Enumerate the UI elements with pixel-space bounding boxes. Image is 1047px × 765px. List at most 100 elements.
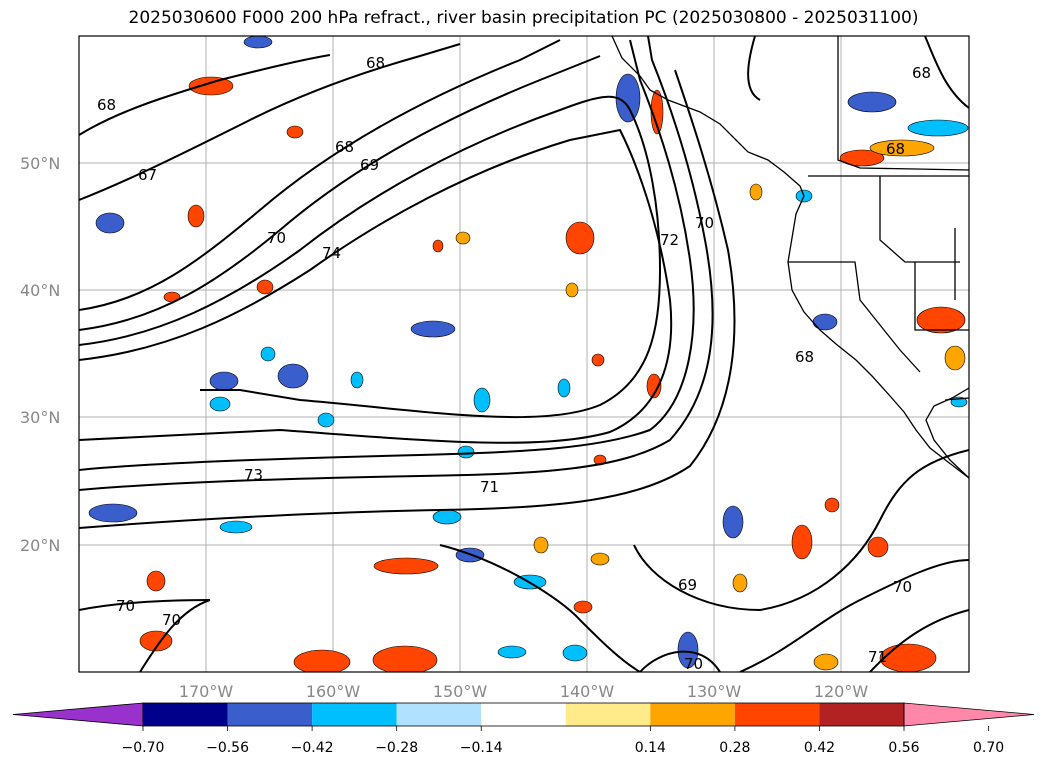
lon-label: 140°W [560,682,615,701]
colorbar-tick-label: −0.70 [122,740,165,756]
precip-anomalies [88,36,969,672]
contour-label: 68 [366,54,385,72]
lon-label: 130°W [687,682,742,701]
contour-label: 68 [912,64,931,82]
precip-negative-blob [615,73,641,123]
colorbar-extend-high [903,702,1035,727]
colorbar-extend-low [12,702,144,727]
precip-positive-blob [732,573,748,593]
lat-label: 40°N [20,281,60,300]
coastline [611,36,969,479]
precip-negative-blob [677,631,699,669]
precip-negative-blob [277,363,309,389]
precip-positive-blob [432,239,444,253]
precip-positive-blob [372,645,438,672]
map-title: 2025030600 F000 200 hPa refract., river … [128,8,919,28]
precip-negative-blob [243,36,273,49]
colorbar-segment [650,703,735,726]
contour-label: 68 [795,348,814,366]
map-content: 68 67 68 69 70 74 72 70 68 68 73 71 69 7… [79,36,969,673]
precip-negative-blob [847,91,897,113]
colorbar-tick-label: −0.42 [291,740,334,756]
precip-negative-blob [812,313,838,331]
precip-positive-blob [590,552,610,566]
colorbar-tick-label: −0.56 [206,740,249,756]
lat-label: 20°N [20,536,60,555]
latitude-labels: 50°N 40°N 30°N 20°N [20,154,60,555]
precip-negative-blob [219,520,253,534]
colorbar-tick-label: −0.14 [460,740,503,756]
precip-negative-blob [317,412,335,428]
contour-label: 70 [116,597,135,615]
contour-label: 70 [267,229,286,247]
precip-positive-blob [944,345,966,371]
colorbar-segment [819,703,904,726]
precip-negative-blob [95,212,125,234]
precip-positive-blob [813,653,839,671]
precip-negative-blob [557,378,571,398]
contour-label: 73 [244,466,263,484]
contour-label: 72 [660,231,679,249]
precip-positive-blob [565,221,595,255]
precip-positive-blob [791,524,813,560]
contour-label: 71 [868,648,887,666]
precip-negative-blob [432,509,462,525]
contour-label: 68 [335,138,354,156]
lat-label: 50°N [20,154,60,173]
precip-negative-blob [209,396,231,412]
precip-positive-blob [286,125,304,139]
refractivity-contours [79,36,969,672]
colorbar-segment [312,703,397,726]
colorbar-segment [143,703,228,726]
precip-negative-blob [722,505,744,539]
precip-negative-blob [457,445,475,459]
contour-label: 70 [162,611,181,629]
precip-negative-blob [350,371,364,389]
colorbar-tick-label: 0.56 [888,740,919,756]
colorbar-segment [565,703,651,726]
colorbar-tick-label: 0.42 [804,740,835,756]
precip-positive-blob [188,76,234,96]
precip-positive-blob [867,536,889,558]
precip-negative-blob [562,644,588,662]
precip-negative-blob [209,371,239,391]
lon-label: 150°W [433,682,488,701]
precip-positive-blob [749,183,763,201]
colorbar-segment [227,703,313,726]
precip-positive-blob [824,497,840,513]
lon-label: 170°W [179,682,234,701]
map-frame [78,35,970,673]
precip-positive-blob [187,204,205,228]
precip-positive-blob [839,149,885,167]
colorbar-segment [396,703,482,726]
contour-label: 69 [678,576,697,594]
precip-positive-blob [146,570,166,592]
precip-negative-blob [88,503,138,523]
precip-positive-blob [256,279,274,295]
lat-label: 30°N [20,408,60,427]
precip-negative-blob [907,119,969,137]
precip-positive-blob [591,353,605,367]
colorbar-segment [734,703,820,726]
precip-positive-blob [916,306,966,334]
contour-label: 74 [322,244,341,262]
lon-label: 160°W [306,682,361,701]
longitude-labels: 170°W 160°W 150°W 140°W 130°W 120°W [179,682,869,701]
contour-label: 70 [893,578,912,596]
precip-positive-blob [646,373,662,399]
precip-positive-blob [565,282,579,298]
contour-label: 70 [684,655,703,673]
colorbar-tick-label: 0.70 [973,740,1004,756]
precip-positive-blob [373,557,439,575]
colorbar-outline [142,702,905,727]
precip-positive-blob [869,139,935,157]
precip-negative-blob [497,645,527,659]
contour-label: 68 [886,140,905,158]
precip-negative-blob [473,387,491,413]
precip-positive-blob [533,536,549,554]
precip-negative-blob [410,320,456,338]
contour-label: 71 [480,478,499,496]
lon-label: 120°W [814,682,869,701]
contour-labels: 68 67 68 69 70 74 72 70 68 68 73 71 69 7… [97,54,931,673]
